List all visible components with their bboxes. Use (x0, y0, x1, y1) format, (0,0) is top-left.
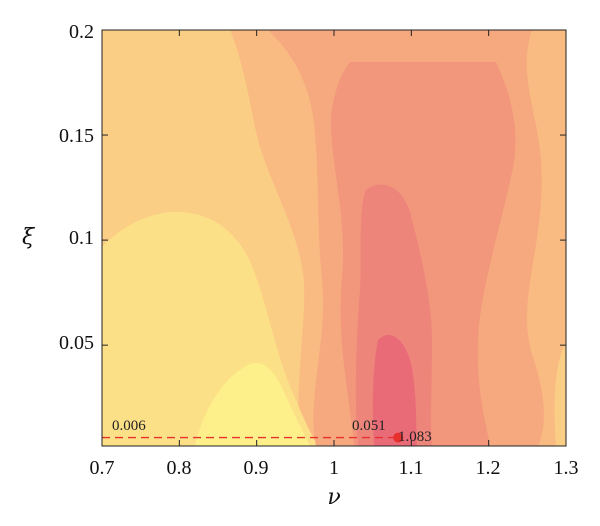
annotation-left-value: 0.006 (112, 418, 146, 434)
x-axis-label: ν (327, 485, 340, 510)
x-tick-label-1.1: 1.1 (399, 457, 424, 479)
x-tick-label-1: 1 (329, 457, 339, 479)
x-tick-label-0.8: 0.8 (167, 457, 192, 479)
contour-edge-right (554, 342, 566, 446)
y-tick-label-0.05: 0.05 (59, 332, 94, 354)
y-tick-label-0.2: 0.2 (69, 21, 94, 43)
annotation-point-label: 1.083 (398, 429, 432, 445)
contour-level-8 (372, 335, 417, 446)
x-tick-label-0.7: 0.7 (90, 457, 115, 479)
annotation-mid-value: 0.051 (352, 418, 386, 434)
x-tick-label-1.2: 1.2 (476, 457, 501, 479)
x-tick-label-1.3: 1.3 (554, 457, 579, 479)
y-tick-label-0.15: 0.15 (59, 125, 94, 147)
optimum-marker (393, 432, 404, 443)
contour-area (102, 30, 566, 446)
y-tick-label-0.1: 0.1 (69, 227, 94, 249)
x-tick-label-0.9: 0.9 (244, 457, 269, 479)
contour-level-4 (206, 393, 297, 446)
axis-ticks (101, 29, 567, 446)
y-axis-label: ξ (22, 225, 36, 250)
